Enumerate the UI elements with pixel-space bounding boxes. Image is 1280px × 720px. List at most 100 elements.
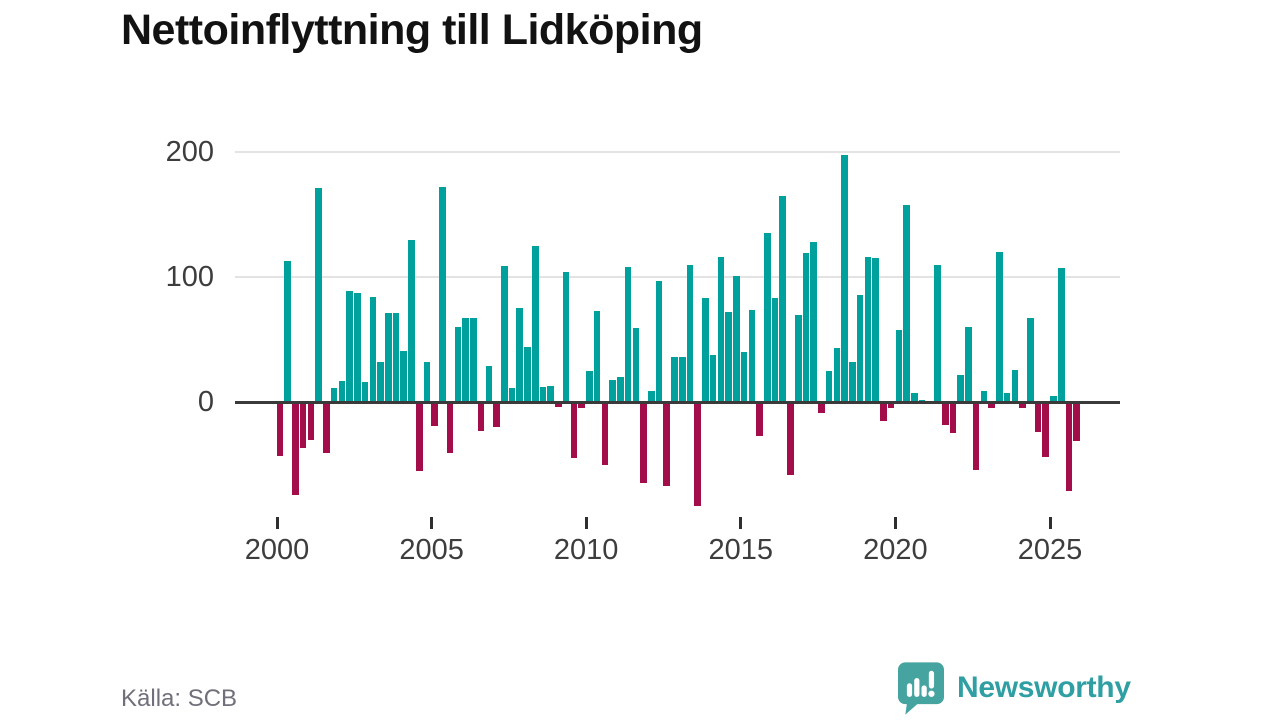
bar [833,348,841,402]
bar [501,265,508,402]
bar [910,393,918,402]
bar [1073,402,1080,441]
bar [392,313,400,402]
bar [988,402,995,409]
bar [369,297,377,402]
x-axis-tick-mark [430,517,434,529]
bar [415,402,423,471]
bar [601,402,609,465]
bar [485,365,493,402]
speech-bubble-bar-chart-icon [898,662,944,715]
bar [686,264,694,402]
x-axis-tick-mark [1048,517,1052,529]
bar [330,388,338,402]
bar [454,327,462,402]
bar [477,402,485,431]
bar [717,257,725,402]
x-axis-tick-mark [584,517,588,529]
y-axis-tick-label: 0 [197,386,214,418]
bar [864,257,872,402]
bar [624,267,632,402]
bar [787,402,794,475]
bar [957,374,964,402]
bar [678,357,686,402]
bar [439,187,446,402]
x-axis-tick-mark [893,517,897,529]
bar [462,318,469,402]
bar [408,239,415,402]
y-gridline [235,151,1120,153]
bar [516,308,524,402]
x-axis-tick-label: 2000 [244,534,310,566]
x-axis-tick-mark [739,517,743,529]
bar [965,327,972,402]
bar [647,390,655,402]
bar [903,204,910,402]
bar [323,402,330,454]
x-axis-tick-label: 2015 [708,534,774,566]
bar [361,382,369,402]
bar [470,318,477,402]
x-axis-tick-label: 2025 [1017,534,1083,566]
bar [284,260,292,402]
bar [756,402,763,436]
bar [1027,318,1034,402]
bar [1003,393,1011,402]
bar [446,402,454,454]
bar [887,402,895,409]
bar [1042,402,1050,457]
bar [586,370,593,402]
bar [1011,369,1019,402]
bar [1065,402,1073,491]
bar [1019,402,1026,409]
bar [307,402,315,440]
bar [555,402,562,407]
x-axis-tick-label: 2010 [553,534,619,566]
bar [423,362,431,402]
bar [748,309,756,402]
bar [872,258,879,402]
newsworthy-wordmark: Newsworthy [957,671,1131,704]
bar [709,354,717,402]
bar [825,370,833,402]
source-label: Källa: SCB [121,685,238,712]
bar [377,362,384,402]
bar [338,380,346,402]
bar [802,253,810,402]
bar [508,388,516,402]
newsworthy-logo: Newsworthy [898,662,1131,715]
bar [570,402,578,459]
bar [818,402,825,414]
bar [856,294,864,402]
bar [779,195,787,402]
bar [315,188,322,402]
bar [400,350,408,402]
chart-title: Nettoinflyttning till Lidköping [121,6,703,54]
bar [733,275,740,402]
bar [740,352,748,402]
bar [764,233,771,402]
bar [941,402,949,425]
bar [531,245,539,402]
bar [292,402,299,495]
bar [617,377,624,402]
bar [671,357,678,402]
bar [632,328,640,402]
bar [593,310,601,402]
bar [609,379,616,402]
bar [539,387,547,402]
x-axis-tick-label: 2005 [399,534,464,566]
bar [276,402,284,456]
bar [578,402,585,409]
bar [655,280,663,402]
bar [524,347,531,402]
bar [794,314,802,402]
y-axis-tick-label: 200 [165,136,214,168]
bar [493,402,500,427]
bar [694,402,701,506]
y-axis-tick-label: 100 [165,261,214,293]
bar [949,402,957,434]
x-axis-tick-label: 2020 [863,534,928,566]
bar [810,242,817,402]
